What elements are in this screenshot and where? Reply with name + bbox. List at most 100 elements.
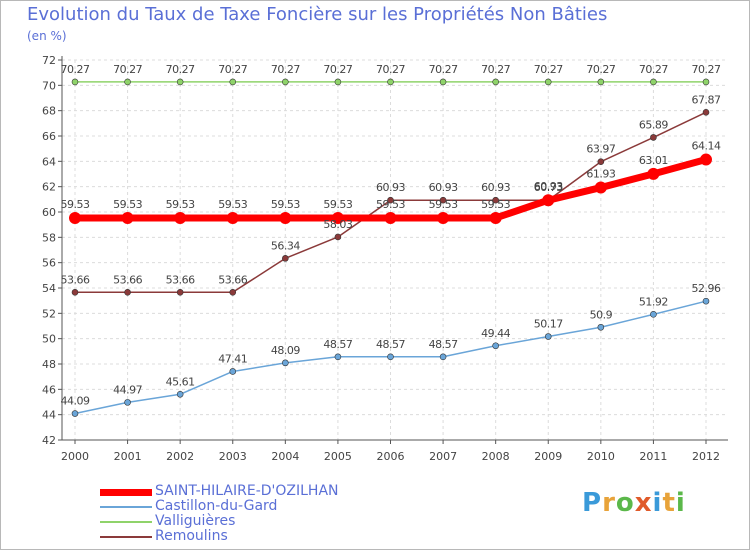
valliguieres-data-label: 70.27 [481,63,510,76]
valliguieres-point [702,78,710,86]
logo-letter: i [675,488,686,518]
x-tick-label: 2006 [377,450,405,463]
castillon-data-label: 44.97 [113,383,142,396]
castillon-data-label: 52.96 [692,282,721,295]
x-tick-label: 2004 [271,450,299,463]
remoulins-data-label: 60.93 [376,181,405,194]
saint-hilaire-data-label: 59.53 [271,198,300,211]
chart-title: Evolution du Taux de Taxe Foncière sur l… [27,4,608,25]
remoulins-point [71,289,79,296]
x-tick-label: 2003 [219,450,247,463]
y-tick-label: 68 [42,105,56,118]
saint-hilaire-data-label: 64.14 [692,140,721,153]
castillon-data-label: 49.44 [481,327,510,340]
x-tick-label: 2010 [587,450,615,463]
castillon-data-label: 48.57 [376,338,405,351]
remoulins-data-label: 58.03 [323,218,352,231]
saint-hilaire-data-label: 59.53 [429,198,458,211]
remoulins-data-label: 65.89 [639,118,668,131]
plot-area [62,60,728,440]
remoulins-data-label: 56.34 [271,239,300,252]
castillon-point [176,390,184,398]
remoulins-point [597,158,605,166]
saint-hilaire-point [700,153,712,166]
saint-hilaire-point [174,211,187,224]
legend-swatch [100,488,152,496]
y-tick-label: 62 [42,181,56,194]
x-tick-label: 2007 [429,450,457,463]
y-tick-label: 60 [42,206,56,219]
logo-letter: o [615,488,635,518]
valliguieres-point [492,78,499,86]
x-tick-label: 2005 [324,450,352,463]
valliguieres-data-label: 70.27 [271,63,300,76]
castillon-point [229,368,237,375]
remoulins-point [334,233,342,241]
saint-hilaire-data-label: 59.53 [481,198,510,211]
saint-hilaire-point [69,211,81,224]
logo-letter: i [652,488,663,518]
saint-hilaire-point [226,211,239,224]
legend-label: SAINT-HILAIRE-D'OZILHAN [155,483,339,499]
castillon-point [387,353,394,361]
castillon-point [544,333,552,340]
saint-hilaire-point [489,211,502,224]
saint-hilaire-point [279,211,292,224]
y-tick-label: 72 [42,54,56,67]
legend-item-remoulins: Remoulins [100,528,430,545]
remoulins-point [650,134,657,141]
castillon-data-label: 50.9 [590,308,613,321]
castillon-point [439,353,447,361]
castillon-point [492,342,499,350]
saint-hilaire-data-label: 59.53 [61,198,90,211]
legend-item-castillon: Castillon-du-Gard [100,498,430,515]
remoulins-point [282,255,289,262]
legend-item-saint-hilaire: SAINT-HILAIRE-D'OZILHAN [100,483,430,500]
remoulins-data-label: 67.87 [692,93,721,106]
valliguieres-data-label: 70.27 [586,63,615,76]
saint-hilaire-data-label: 59.53 [113,198,142,211]
saint-hilaire-data-label: 63.01 [639,154,668,167]
remoulins-point [229,289,237,296]
valliguieres-point [229,78,237,86]
legend-swatch [100,536,152,538]
logo-letter: r [602,488,616,518]
saint-hilaire-point [384,211,397,224]
y-tick-label: 64 [42,155,56,168]
valliguieres-data-label: 70.27 [376,63,405,76]
remoulins-data-label: 60.93 [429,181,458,194]
castillon-point [702,297,710,305]
valliguieres-point [71,78,79,86]
valliguieres-point [650,78,657,86]
chart-unit-label: (en %) [27,29,67,43]
saint-hilaire-point [594,181,607,194]
castillon-point [71,410,79,417]
castillon-point [334,353,342,361]
saint-hilaire-point [437,211,450,224]
remoulins-data-label: 60.73 [534,181,563,194]
y-tick-label: 56 [42,257,56,270]
castillon-point [650,311,657,318]
valliguieres-point [387,78,394,86]
saint-hilaire-data-label: 59.53 [218,198,247,211]
saint-hilaire-point [542,194,555,207]
y-tick-label: 54 [42,282,56,295]
castillon-data-label: 47.41 [218,352,247,365]
castillon-point [124,399,131,406]
castillon-point [597,323,605,331]
y-tick-label: 46 [42,383,56,396]
saint-hilaire-data-label: 59.53 [323,198,352,211]
legend-swatch [100,521,152,523]
logo-letter: P [582,488,603,518]
y-tick-label: 58 [42,231,56,244]
x-tick-label: 2002 [166,450,194,463]
x-tick-label: 2011 [639,450,667,463]
remoulins-data-label: 60.93 [481,181,510,194]
y-tick-label: 48 [42,358,56,371]
castillon-data-label: 48.09 [271,344,300,357]
valliguieres-point [439,78,447,86]
remoulins-data-label: 53.66 [218,273,247,286]
valliguieres-data-label: 70.27 [429,63,458,76]
remoulins-point [492,196,499,204]
